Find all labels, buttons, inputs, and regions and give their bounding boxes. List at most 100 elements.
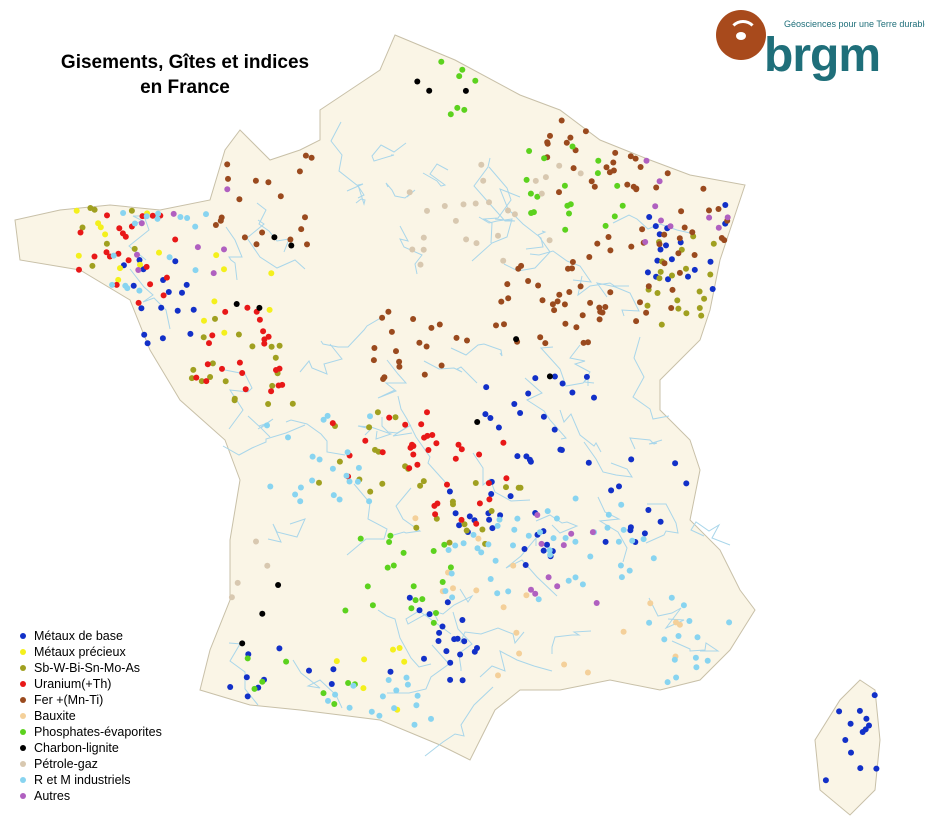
deposit-point [460,201,467,208]
deposit-point [187,330,194,337]
deposit-point [138,305,145,312]
deposit-point [607,289,614,296]
deposit-point [672,460,679,467]
deposit-point [538,540,545,547]
deposit-point [532,177,539,184]
deposit-point [593,600,600,606]
deposit-point [532,375,539,382]
deposit-point [430,619,437,626]
deposit-point [296,168,303,175]
deposit-point [179,289,185,296]
deposit-point [628,243,635,250]
deposit-point [267,483,274,490]
deposit-point [212,315,218,322]
deposit-point [396,363,403,370]
river [645,503,679,544]
deposit-point [862,726,869,733]
deposit-point [547,551,554,558]
deposit-point [454,104,461,111]
deposit-point [594,170,601,177]
deposit-point [488,491,495,497]
deposit-point [433,610,439,616]
deposit-point [517,484,524,491]
deposit-point [505,207,511,214]
deposit-point [535,282,542,289]
deposit-point [265,401,272,407]
deposit-point [570,165,577,172]
deposit-point [514,453,521,460]
deposit-point [486,516,493,523]
deposit-point [474,645,480,651]
deposit-point [602,538,609,545]
deposit-point [435,638,442,644]
legend-swatch-icon [20,681,26,687]
deposit-point [331,701,338,707]
deposit-point [683,265,689,272]
deposit-point [224,186,231,193]
river [346,183,366,206]
legend-label: R et M industriels [34,773,131,787]
deposit-point [212,222,219,228]
deposit-point [429,432,436,438]
deposit-point [448,570,455,577]
deposit-point [645,283,652,290]
deposit-point [266,306,273,313]
river [482,166,512,244]
deposit-point [183,281,190,288]
deposit-point [244,693,251,700]
deposit-point [507,493,514,500]
deposit-point [401,658,408,665]
deposit-point [527,190,534,197]
deposit-point [669,286,676,293]
deposit-point [572,495,579,502]
deposit-point [391,705,398,712]
deposit-point [637,164,644,170]
deposit-point [567,134,574,141]
deposit-point [120,210,127,216]
deposit-point [393,687,400,694]
deposit-point [694,634,701,641]
deposit-point [330,492,337,499]
deposit-point [700,185,707,192]
deposit-point [268,388,275,395]
title-line-1: Gisements, Gîtes et indices [60,52,310,73]
deposit-point [110,252,117,259]
deposit-point [561,182,568,189]
deposit-point [209,360,216,367]
river [377,359,408,399]
deposit-point [461,106,468,113]
deposit-point [369,602,376,609]
river [285,419,346,456]
deposit-point [297,498,304,505]
deposit-point [411,721,418,728]
deposit-point [604,524,611,531]
deposit-point [236,359,243,366]
legend-item: Autres [20,788,162,804]
deposit-point [342,607,349,614]
deposit-point [546,237,553,244]
deposit-point [715,206,722,212]
deposit-point [474,419,481,425]
deposit-point [493,322,499,329]
deposit-point [472,77,479,84]
deposit-point [231,397,238,404]
deposit-point [117,265,123,272]
deposit-point [627,153,634,160]
river [597,496,628,563]
legend-item: Uranium(+Th) [20,676,162,692]
deposit-point [361,656,368,663]
deposit-point [309,453,316,460]
deposit-point [706,214,713,221]
deposit-point [661,636,668,643]
deposit-point [608,487,615,494]
deposit-point [264,422,270,429]
deposit-point [76,266,82,273]
deposit-point [497,512,504,519]
river [459,627,525,645]
deposit-point [495,672,501,679]
deposit-point [345,680,352,686]
deposit-point [656,275,663,282]
deposit-point [136,257,143,263]
deposit-point [459,66,466,73]
deposit-point [587,553,594,560]
